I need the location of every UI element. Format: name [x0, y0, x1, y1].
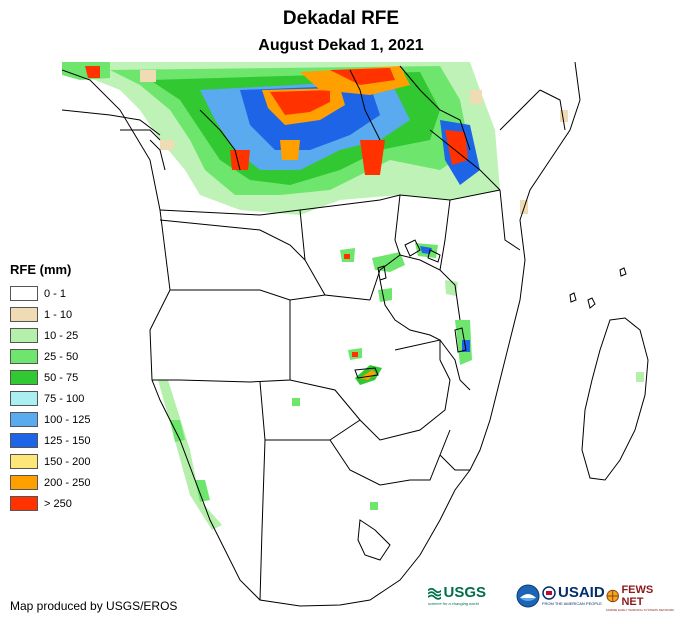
map-subtitle: August Dekad 1, 2021 — [258, 37, 424, 54]
legend-row: 150 - 200 — [10, 451, 90, 472]
legend-label: 100 - 125 — [44, 413, 91, 426]
usgs-wave-icon — [428, 587, 442, 600]
legend-label: 75 - 100 — [44, 392, 85, 405]
legend-row: 50 - 75 — [10, 367, 90, 388]
legend-row: 0 - 1 — [10, 283, 90, 304]
usaid-logo-text: USAID — [558, 584, 605, 601]
usaid-logo: USAID FROM THE AMERICAN PEOPLE — [542, 584, 606, 614]
legend-swatch — [10, 328, 38, 343]
legend-label: 10 - 25 — [44, 329, 79, 342]
legend-swatch — [10, 412, 38, 427]
legend-row: 100 - 125 — [10, 409, 90, 430]
legend-swatch — [10, 307, 38, 322]
legend-title: RFE (mm) — [10, 262, 72, 277]
noaa-logo — [516, 584, 540, 614]
usaid-seal-icon — [542, 585, 556, 600]
usgs-logo: USGS science for a changing world — [428, 584, 486, 614]
legend-swatch — [10, 433, 38, 448]
fewsnet-logo: FEWS NET FAMINE EARLY WARNING SYSTEMS NE… — [606, 584, 676, 614]
rainfall-patches-light — [140, 70, 568, 214]
rainfall-patches-southwest — [158, 380, 378, 530]
legend-label: 0 - 1 — [44, 287, 67, 300]
fewsnet-tagline: FAMINE EARLY WARNING SYSTEMS NETWORK — [606, 608, 675, 612]
legend-row: 125 - 150 — [10, 430, 90, 451]
legend-row: > 250 — [10, 493, 90, 514]
legend-row: 75 - 100 — [10, 388, 90, 409]
legend-row: 1 - 10 — [10, 304, 90, 325]
legend-row: 10 - 25 — [10, 325, 90, 346]
usgs-logo-text: USGS — [443, 584, 486, 601]
legend-label: 200 - 250 — [44, 476, 91, 489]
legend-label: 25 - 50 — [44, 350, 79, 363]
legend-swatch — [10, 496, 38, 511]
map-title: Dekadal RFE — [282, 8, 400, 29]
legend-swatch — [10, 475, 38, 490]
legend-swatch — [10, 454, 38, 469]
map-credit: Map produced by USGS/EROS — [10, 599, 178, 613]
usgs-tagline: science for a changing world — [428, 601, 479, 606]
legend-row: 25 - 50 — [10, 346, 90, 367]
rainfall-band-north — [62, 62, 500, 215]
legend-label: 125 - 150 — [44, 434, 91, 447]
legend-label: 1 - 10 — [44, 308, 73, 321]
legend: RFE (mm) 0 - 1 1 - 10 10 - 25 25 - 50 50… — [10, 262, 90, 514]
logo-strip: USGS science for a changing world USAID … — [428, 584, 676, 614]
legend-swatch — [10, 370, 38, 385]
legend-swatch — [10, 349, 38, 364]
fewsnet-logo-text: FEWS NET — [621, 584, 654, 608]
usaid-tagline: FROM THE AMERICAN PEOPLE — [542, 601, 602, 606]
legend-swatch — [10, 286, 38, 301]
legend-label: 150 - 200 — [44, 455, 91, 468]
fewsnet-globe-icon — [606, 589, 619, 603]
legend-row: 200 - 250 — [10, 472, 90, 493]
noaa-emblem-icon — [516, 584, 540, 608]
legend-label: > 250 — [44, 497, 72, 510]
legend-label: 50 - 75 — [44, 371, 79, 384]
legend-swatch — [10, 391, 38, 406]
country-borders — [62, 62, 649, 607]
